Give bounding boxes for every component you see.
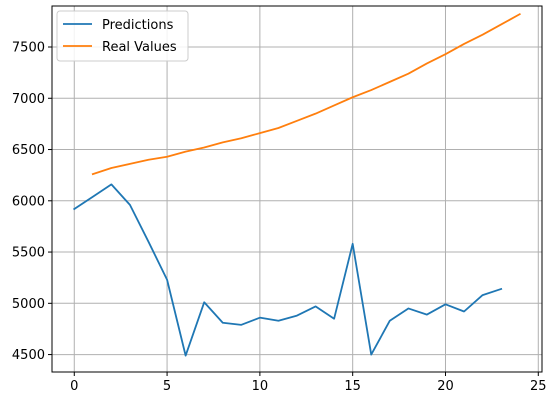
x-tick-label: 10 [252,379,269,394]
axis-ticks: 0 5 10 15 20 25 4500 5000 5500 6000 6500 7000 7500 [12,41,547,394]
y-tick-label: 7500 [12,41,45,56]
y-tick-label: 5500 [12,246,45,261]
series-lines [73,12,521,357]
x-tick-label: 0 [70,379,78,394]
y-tick-label: 5000 [12,297,45,312]
y-tick-label: 6000 [12,194,45,209]
legend-label-real-values: Real Values [102,40,177,55]
plot-frame [51,5,543,373]
legend-label-predictions: Predictions [102,18,174,33]
x-tick-label: 25 [530,379,547,394]
series-line-predictions [73,183,503,357]
x-tick-label: 5 [163,379,171,394]
x-tick-label: 20 [437,379,454,394]
y-tick-label: 6500 [12,143,45,158]
legend: Predictions Real Values [56,10,189,62]
x-tick-label: 15 [344,379,361,394]
y-tick-label: 7000 [12,92,45,107]
y-tick-label: 4500 [12,348,45,363]
series-line-real-values [91,12,521,176]
